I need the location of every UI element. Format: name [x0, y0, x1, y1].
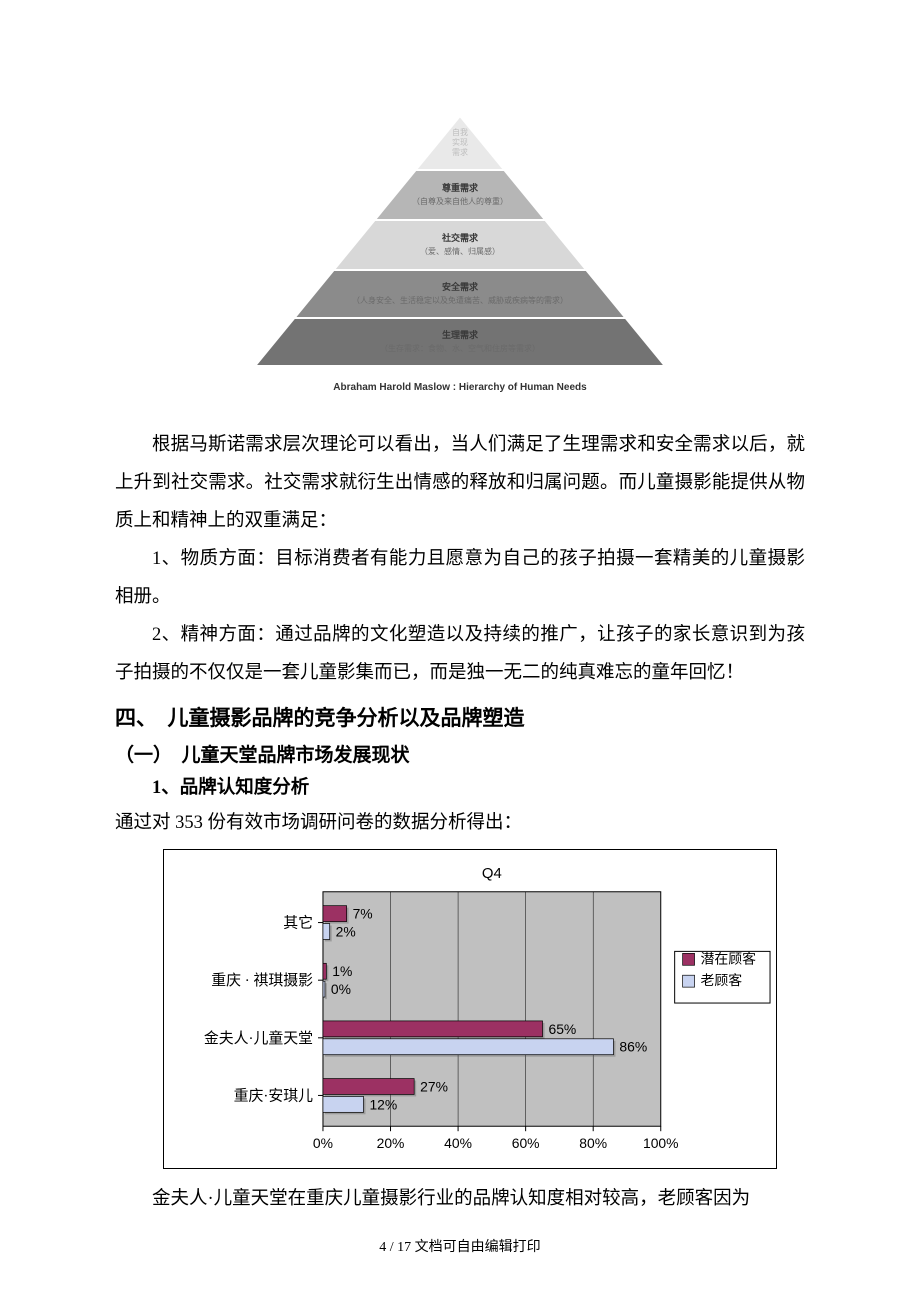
heading-item-1: 1、品牌认知度分析 — [115, 773, 805, 799]
svg-text:自我: 自我 — [452, 127, 468, 137]
svg-text:生理需求: 生理需求 — [442, 329, 479, 340]
paragraph-spiritual: 2、精神方面：通过品牌的文化塑造以及持续的推广，让孩子的家长意识到为孩子拍摄的不… — [115, 617, 805, 693]
svg-text:7%: 7% — [353, 906, 373, 922]
svg-text:1%: 1% — [332, 964, 352, 980]
page-footer: 4 / 17 文档可自由编辑打印 — [0, 1236, 920, 1256]
svg-text:27%: 27% — [420, 1079, 448, 1095]
svg-text:60%: 60% — [512, 1135, 540, 1151]
svg-text:40%: 40% — [444, 1135, 472, 1151]
svg-text:社交需求: 社交需求 — [441, 232, 479, 243]
svg-text:65%: 65% — [548, 1021, 576, 1037]
svg-text:尊重需求: 尊重需求 — [442, 182, 479, 193]
svg-text:（爱、感情、归属感）: （爱、感情、归属感） — [420, 246, 500, 256]
heading-section-4: 四、 儿童摄影品牌的竞争分析以及品牌塑造 — [115, 702, 805, 732]
svg-text:重庆 · 祺琪摄影: 重庆 · 祺琪摄影 — [211, 973, 313, 990]
q4-chart: 0% 20% 40% 60% 80% 100% Q4 重庆·安琪儿 27% 12% 金夫人·儿童天堂… — [163, 849, 777, 1169]
svg-text:安全需求: 安全需求 — [442, 281, 479, 292]
svg-text:0%: 0% — [331, 981, 351, 997]
svg-text:（生存需求：食物、水、空气和住房等需求）: （生存需求：食物、水、空气和住房等需求） — [380, 343, 540, 353]
heading-sub-1: （一） 儿童天堂品牌市场发展现状 — [115, 740, 805, 767]
svg-text:20%: 20% — [377, 1135, 405, 1151]
svg-text:老顾客: 老顾客 — [700, 973, 742, 990]
paragraph-intro: 根据马斯诺需求层次理论可以看出，当人们满足了生理需求和安全需求以后，就上升到社交… — [115, 427, 805, 541]
pyramid-svg: 自我实现需求尊重需求 （自尊及来自他人的尊重） 社交需求 （爱、感情、归属感） 安全需求… — [240, 110, 680, 376]
svg-text:86%: 86% — [619, 1039, 647, 1055]
svg-text:2%: 2% — [336, 924, 356, 940]
svg-text:0%: 0% — [313, 1135, 333, 1151]
svg-text:（人身安全、生活稳定以及免遭痛苦、威胁或疾病等的需求）: （人身安全、生活稳定以及免遭痛苦、威胁或疾病等的需求） — [352, 295, 568, 305]
q4-chart-svg: 0% 20% 40% 60% 80% 100% Q4 重庆·安琪儿 27% 12% 金夫人·儿童天堂… — [164, 850, 776, 1168]
paragraph-survey: 通过对 353 份有效市场调研问卷的数据分析得出： — [115, 805, 805, 843]
svg-text:潜在顾客: 潜在顾客 — [700, 951, 756, 968]
svg-text:Q4: Q4 — [482, 866, 502, 882]
maslow-pyramid: 自我实现需求尊重需求 （自尊及来自他人的尊重） 社交需求 （爱、感情、归属感） 安全需求… — [115, 110, 805, 393]
svg-text:12%: 12% — [369, 1097, 397, 1113]
svg-text:重庆·安琪儿: 重庆·安琪儿 — [234, 1088, 314, 1105]
paragraph-after-chart: 金夫人·儿童天堂在重庆儿童摄影行业的品牌认知度相对较高，老顾客因为 — [115, 1181, 805, 1219]
svg-text:其它: 其它 — [283, 914, 313, 932]
pyramid-caption: Abraham Harold Maslow : Hierarchy of Hum… — [333, 382, 586, 393]
svg-text:需求: 需求 — [452, 147, 468, 157]
svg-text:80%: 80% — [579, 1135, 607, 1151]
svg-text:实现: 实现 — [452, 137, 468, 147]
svg-text:（自尊及来自他人的尊重）: （自尊及来自他人的尊重） — [412, 196, 508, 206]
svg-text:金夫人·儿童天堂: 金夫人·儿童天堂 — [204, 1029, 313, 1047]
svg-text:100%: 100% — [643, 1135, 679, 1151]
paragraph-material: 1、物质方面：目标消费者有能力且愿意为自己的孩子拍摄一套精美的儿童摄影相册。 — [115, 541, 805, 617]
